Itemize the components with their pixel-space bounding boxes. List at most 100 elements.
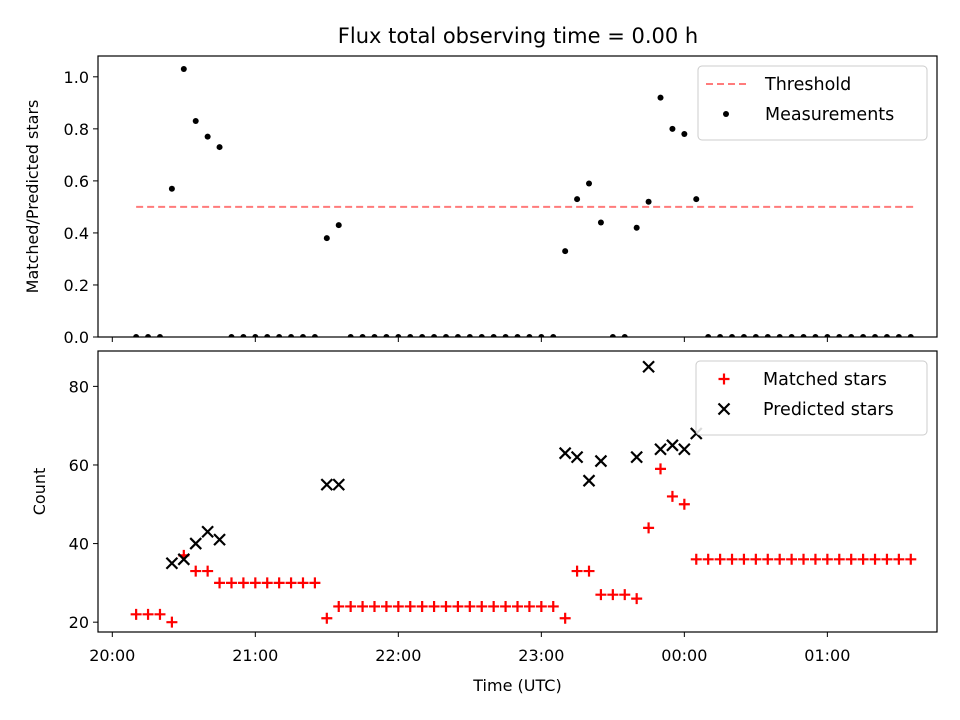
- plot-area: [130, 360, 917, 628]
- matched-star-point: [154, 608, 166, 620]
- matched-star-point: [750, 553, 762, 565]
- chart-title: Flux total observing time = 0.00 h: [338, 24, 698, 48]
- matched-star-point: [714, 553, 726, 565]
- legend: Threshold Measurements: [697, 65, 928, 141]
- measurement-point: [383, 334, 390, 337]
- x-tick-label: 21:00: [232, 646, 278, 665]
- matched-star-point: [678, 498, 690, 510]
- matched-star-point: [214, 577, 226, 589]
- measurement-point: [597, 219, 604, 226]
- matched-star-point: [142, 608, 154, 620]
- matched-star-point: [464, 600, 476, 612]
- measurement-point: [347, 334, 354, 337]
- matched-star-point: [297, 577, 309, 589]
- predicted-star-point: [165, 556, 179, 570]
- matched-star-point: [345, 600, 357, 612]
- plot-area: [133, 66, 916, 337]
- measurement-point: [228, 334, 235, 337]
- measurement-point: [574, 196, 581, 203]
- matched-star-point: [392, 600, 404, 612]
- matched-star-point: [476, 600, 488, 612]
- matched-star-point: [249, 577, 261, 589]
- measurement-point: [669, 125, 676, 132]
- measurement-point: [478, 334, 485, 337]
- x-tick-label: 23:00: [518, 646, 564, 665]
- measurement-point: [681, 131, 688, 138]
- measurement-point: [848, 334, 855, 337]
- measurement-point: [836, 334, 843, 337]
- legend-box: [697, 65, 928, 141]
- predicted-star-point: [654, 442, 667, 456]
- matched-star-point: [559, 612, 571, 624]
- matched-star-point: [619, 589, 631, 601]
- measurement-point: [216, 144, 223, 151]
- measurement-point: [240, 334, 247, 337]
- legend-label: Matched stars: [763, 370, 887, 390]
- measurement-point: [538, 334, 545, 337]
- ratio-panel: 0.0 0.2 0.4 0.6 0.8 1.0 Matched/Predicted star…: [23, 55, 938, 347]
- matched-star-point: [523, 600, 535, 612]
- x-tick-label: 20:00: [89, 646, 135, 665]
- matched-star-point: [726, 553, 738, 565]
- matched-star-point: [845, 553, 857, 565]
- y-tick-label: 80: [69, 377, 89, 396]
- x-axis-label: Time (UTC): [472, 676, 561, 695]
- measurement-point: [502, 334, 509, 337]
- measurement-point: [586, 180, 593, 187]
- legend: Matched stars Predicted stars: [695, 360, 928, 436]
- y-tick-label: 0.4: [64, 224, 89, 243]
- matched-star-point: [166, 616, 178, 628]
- matched-star-point: [535, 600, 547, 612]
- predicted-star-point: [189, 537, 203, 550]
- measurement-point: [800, 334, 807, 337]
- measurement-point: [335, 222, 342, 229]
- x-tick-label: 22:00: [375, 646, 421, 665]
- matched-star-point: [368, 600, 380, 612]
- matched-star-point: [273, 577, 285, 589]
- measurement-point: [371, 334, 378, 337]
- y-axis-label: Count: [30, 468, 49, 516]
- measurement-point: [192, 118, 199, 125]
- y-tick-label: 0.0: [64, 328, 89, 347]
- matched-star-point: [881, 553, 893, 565]
- measurement-point: [156, 334, 163, 337]
- matched-star-point: [655, 463, 667, 475]
- measurement-point: [145, 334, 152, 337]
- matched-star-point: [261, 577, 273, 589]
- legend-measurement-swatch: [723, 111, 729, 117]
- measurement-point: [907, 334, 914, 337]
- predicted-star-point: [201, 525, 214, 539]
- legend-label: Predicted stars: [763, 400, 894, 420]
- measurement-point: [490, 334, 497, 337]
- matched-star-point: [607, 589, 619, 601]
- y-tick-label: 60: [69, 456, 89, 475]
- matched-star-point: [595, 589, 607, 601]
- x-tick-label: 01:00: [804, 646, 850, 665]
- matched-star-point: [202, 565, 214, 577]
- matched-star-point: [237, 577, 249, 589]
- measurement-point: [442, 334, 449, 337]
- matched-star-point: [452, 600, 464, 612]
- matched-star-point: [416, 600, 428, 612]
- measurement-point: [550, 334, 557, 337]
- predicted-star-point: [213, 533, 226, 546]
- measurement-point: [883, 334, 890, 337]
- matched-star-point: [738, 553, 750, 565]
- matched-star-point: [440, 600, 452, 612]
- matched-star-point: [488, 600, 500, 612]
- matched-star-point: [285, 577, 297, 589]
- measurement-point: [788, 334, 795, 337]
- matched-star-point: [404, 600, 416, 612]
- y-axis-label: Matched/Predicted stars: [23, 100, 42, 294]
- matched-star-point: [130, 608, 142, 620]
- matched-star-point: [869, 553, 881, 565]
- measurement-point: [633, 224, 640, 231]
- measurement-point: [395, 334, 402, 337]
- matched-star-point: [583, 565, 595, 577]
- matched-star-point: [893, 553, 905, 565]
- legend-label: Threshold: [764, 75, 851, 95]
- y-tick-label: 1.0: [64, 68, 89, 87]
- measurement-point: [323, 235, 330, 242]
- matched-star-point: [702, 553, 714, 565]
- matched-star-point: [631, 593, 643, 605]
